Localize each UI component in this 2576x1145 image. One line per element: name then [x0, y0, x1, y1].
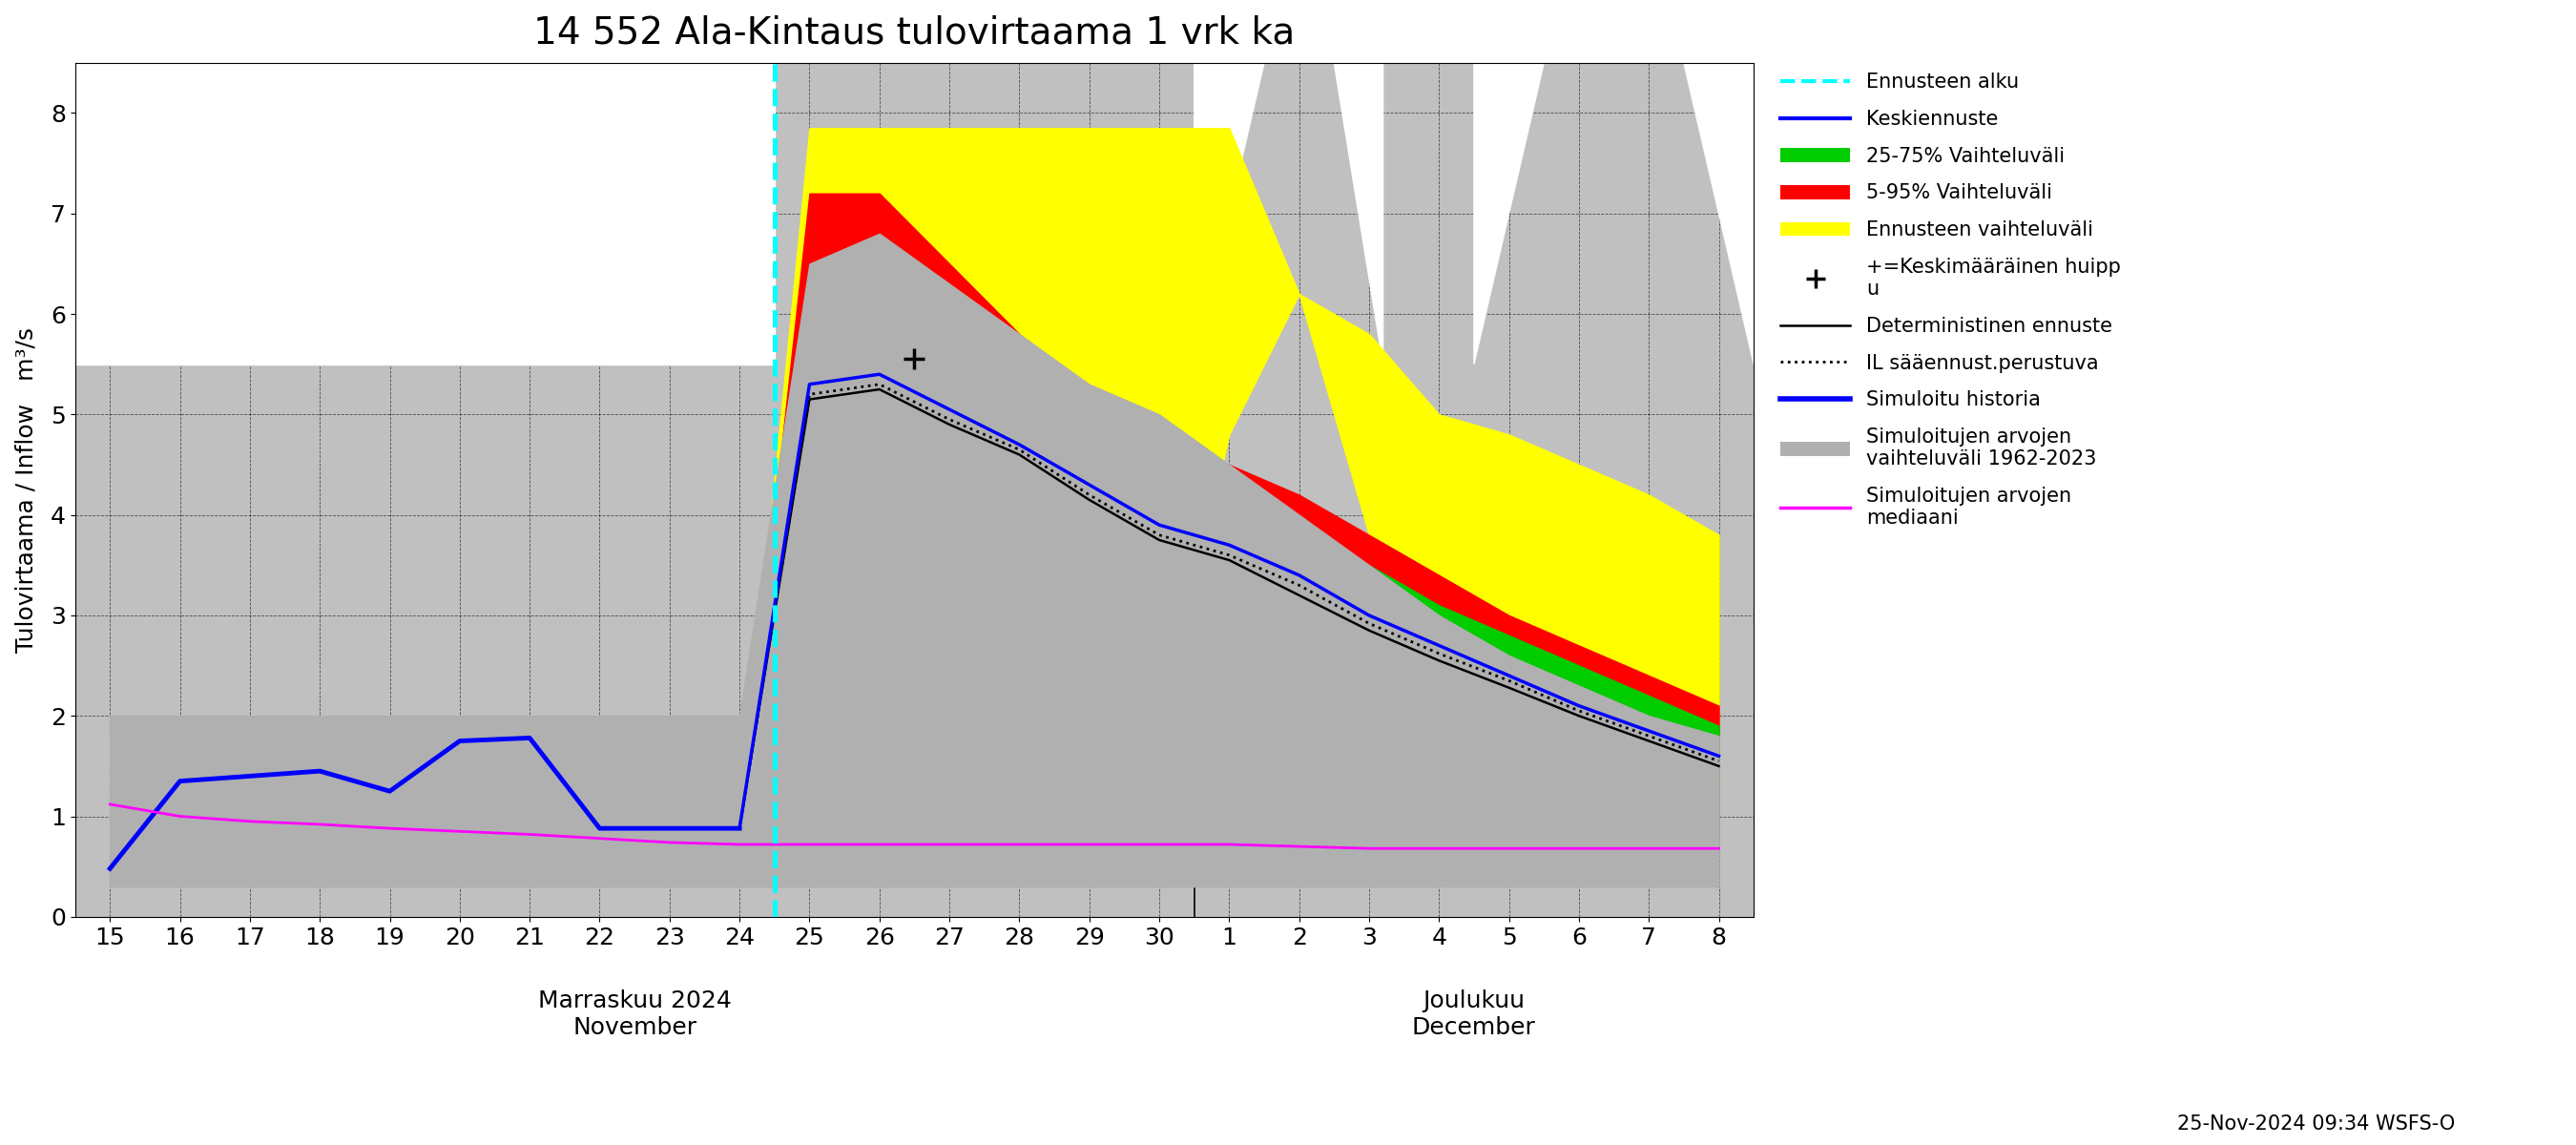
- Polygon shape: [75, 63, 775, 314]
- Polygon shape: [1195, 63, 1383, 364]
- Polygon shape: [1473, 63, 1754, 364]
- Legend: Ennusteen alku, Keskiennuste, 25-75% Vaihteluväli, 5-95% Vaihteluväli, Ennusteen: Ennusteen alku, Keskiennuste, 25-75% Vai…: [1780, 73, 2120, 528]
- Text: Joulukuu
December: Joulukuu December: [1412, 989, 1535, 1040]
- Title: 14 552 Ala-Kintaus tulovirtaama 1 vrk ka: 14 552 Ala-Kintaus tulovirtaama 1 vrk ka: [533, 14, 1296, 50]
- Text: Marraskuu 2024
November: Marraskuu 2024 November: [538, 989, 732, 1040]
- Text: 25-Nov-2024 09:34 WSFS-O: 25-Nov-2024 09:34 WSFS-O: [2177, 1114, 2455, 1134]
- Y-axis label: Tulovirtaama / Inflow   m³/s: Tulovirtaama / Inflow m³/s: [15, 327, 36, 653]
